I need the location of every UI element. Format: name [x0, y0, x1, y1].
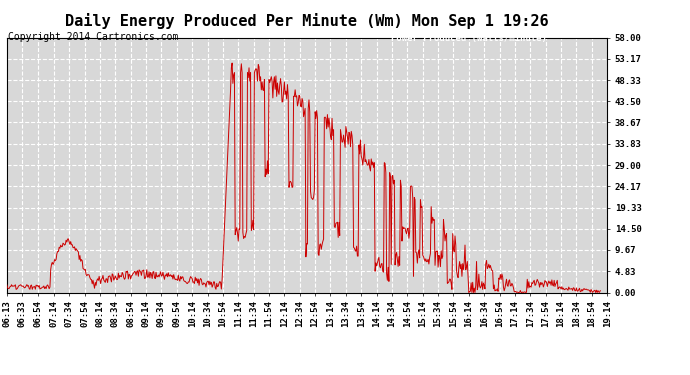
- Text: Copyright 2014 Cartronics.com: Copyright 2014 Cartronics.com: [8, 32, 179, 42]
- Title: Daily Energy Produced Per Minute (Wm) Mon Sep 1 19:26: Daily Energy Produced Per Minute (Wm) Mo…: [66, 13, 549, 28]
